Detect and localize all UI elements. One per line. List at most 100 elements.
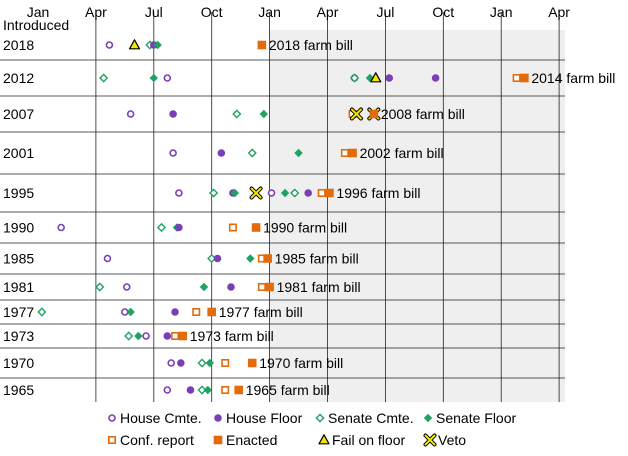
- legend-item-house-cmte: House Cmte.: [108, 410, 202, 426]
- house-floor-marker: [304, 189, 313, 197]
- house-cmte-marker: [108, 414, 116, 422]
- bill-label: 1973 farm bill: [190, 328, 274, 344]
- senate-cmte-marker: [124, 331, 134, 341]
- legend-label: Enacted: [226, 432, 277, 448]
- row-separators: [0, 59, 565, 379]
- house-floor-marker: [217, 149, 226, 157]
- senate-cmte-marker: [99, 73, 109, 83]
- enacted-marker: [520, 73, 529, 83]
- x-tick-label: Jan: [490, 4, 513, 20]
- senate-cmte-marker: [349, 73, 360, 83]
- senate-floor-marker: [423, 413, 433, 423]
- row-year-label: 2001: [3, 145, 34, 161]
- senate-cmte-marker: [156, 222, 167, 233]
- row-1970: 1970 1970 farm bill: [3, 355, 343, 371]
- senate-floor-marker: [203, 385, 213, 395]
- row-1990: 1990 1990 farm bill: [3, 220, 347, 236]
- row-year-label: 1970: [3, 355, 34, 371]
- conf-report-marker: [340, 149, 349, 158]
- enacted-marker: [263, 254, 272, 263]
- bill-label: 2008 farm bill: [381, 106, 465, 122]
- legend-label: House Cmte.: [120, 410, 202, 426]
- senate-cmte-marker: [209, 188, 219, 198]
- senate-cmte-marker: [197, 385, 207, 395]
- senate-cmte-marker: [37, 307, 47, 317]
- house-cmte-marker: [57, 223, 65, 232]
- house-cmte-marker: [163, 74, 172, 82]
- senate-floor-marker: [230, 188, 240, 198]
- enacted-marker: [247, 358, 257, 368]
- conf-report-marker: [221, 385, 230, 394]
- enacted-marker: [369, 109, 379, 119]
- bill-label: 1965 farm bill: [246, 382, 330, 398]
- row-year-label: 2018: [3, 37, 34, 53]
- house-floor-marker: [385, 74, 394, 82]
- house-cmte-marker: [175, 189, 183, 197]
- legend-item-senate-floor: Senate Floor: [423, 410, 516, 426]
- house-cmte-marker: [267, 189, 276, 197]
- legend-label: Senate Floor: [436, 410, 516, 426]
- enacted-marker: [213, 435, 223, 445]
- house-cmte-marker: [163, 386, 172, 394]
- row-2001: 2001 2002 farm bill: [3, 145, 444, 161]
- house-floor-marker: [169, 110, 177, 118]
- x-tick-label: Apr: [317, 4, 339, 20]
- veto-marker: [349, 107, 363, 121]
- enacted-marker: [325, 188, 334, 198]
- row-2018: 2018 2018 farm bill: [3, 37, 353, 53]
- row-2012: 2012 2014 farm bill: [3, 70, 615, 86]
- veto-stroke: [424, 434, 436, 446]
- conf-report-marker: [257, 282, 266, 291]
- veto-stroke: [250, 187, 262, 199]
- enacted-marker: [257, 40, 267, 50]
- fail-marker: [318, 434, 330, 445]
- bill-label: 2002 farm bill: [360, 145, 444, 161]
- x-tick-label: Jan: [27, 4, 50, 20]
- house-floor-marker: [175, 223, 183, 232]
- house-floor-marker: [163, 332, 172, 340]
- chart-rows: 2018 2018 farm bill 2012 2014 farm bill 2007…: [3, 37, 615, 398]
- row-1973: 1973 1973 farm bill: [3, 328, 274, 344]
- house-floor-marker: [171, 308, 179, 316]
- conf-report-marker: [317, 189, 326, 198]
- senate-floor-marker: [149, 73, 158, 83]
- bill-label: 2018 farm bill: [269, 37, 353, 53]
- x-tick-label: Jul: [145, 4, 163, 20]
- house-cmte-marker: [167, 359, 175, 367]
- senate-floor-marker: [153, 40, 162, 50]
- house-floor-marker: [213, 254, 222, 263]
- row-year-label: 2007: [3, 106, 34, 122]
- legend-label: Senate Cmte.: [328, 410, 414, 426]
- senate-floor-marker: [280, 188, 290, 198]
- x-tick-label: Jan: [258, 4, 281, 20]
- y-axis-title: Introduced: [3, 17, 69, 33]
- senate-floor-marker: [134, 331, 143, 341]
- senate-floor-marker: [294, 148, 303, 158]
- row-1981: 1981 1981 farm bill: [3, 279, 361, 295]
- bill-label: 1977 farm bill: [219, 304, 303, 320]
- legend-item-veto: Veto: [423, 432, 466, 448]
- row-1977: 1977 1977 farm bill: [3, 304, 303, 320]
- legend-item-conf-report: Conf. report: [108, 432, 194, 448]
- enacted-marker: [251, 223, 261, 232]
- senate-floor-marker: [126, 307, 135, 317]
- x-tick-label: Oct: [201, 4, 223, 20]
- senate-floor-marker: [259, 109, 269, 119]
- senate-cmte-marker: [197, 358, 207, 368]
- legend-item-enacted: Enacted: [213, 432, 277, 448]
- veto-stroke: [350, 108, 362, 120]
- senate-floor-marker: [205, 358, 214, 368]
- row-year-label: 1973: [3, 328, 34, 344]
- row-year-label: 1977: [3, 304, 34, 320]
- bill-label: 1985 farm bill: [275, 251, 359, 267]
- house-cmte-marker: [105, 41, 114, 49]
- bill-label: 1981 farm bill: [277, 279, 361, 295]
- veto-marker: [423, 433, 437, 447]
- legend-label: Veto: [438, 432, 466, 448]
- bill-label: 1996 farm bill: [336, 185, 420, 201]
- enacted-marker: [234, 385, 244, 395]
- senate-cmte-marker: [247, 148, 257, 158]
- house-floor-marker: [431, 74, 440, 82]
- house-floor-marker: [177, 359, 185, 367]
- house-floor-marker: [214, 414, 222, 422]
